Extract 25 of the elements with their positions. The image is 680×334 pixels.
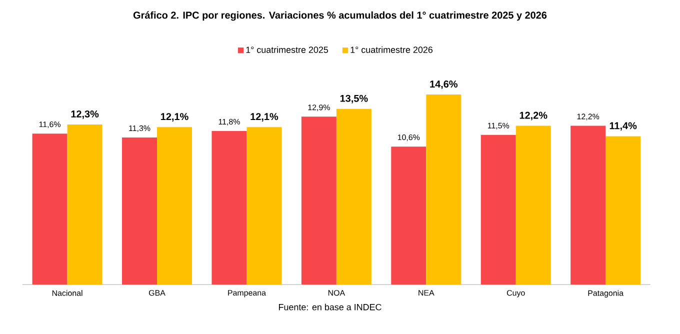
data-label: 12,1% bbox=[250, 113, 278, 122]
bar bbox=[606, 136, 641, 285]
data-label: 12,2% bbox=[520, 112, 548, 120]
bar bbox=[391, 146, 426, 285]
bar bbox=[426, 94, 462, 285]
bar bbox=[301, 116, 336, 285]
chart-title: Gráfico 2. IPC por regiones. Variaciones % acumulados del 1° cuatrimestre 2025 y 2026 bbox=[133, 11, 547, 21]
source-note: Fuente: en base a INDEC bbox=[278, 304, 382, 310]
bar bbox=[480, 134, 516, 285]
data-label: 12,3% bbox=[71, 110, 99, 119]
bar bbox=[570, 126, 606, 285]
data-label: 13,5% bbox=[340, 94, 368, 104]
data-label: 11,4% bbox=[610, 122, 637, 131]
bar bbox=[122, 137, 158, 285]
bar bbox=[246, 127, 282, 285]
data-label: 14,6% bbox=[430, 80, 458, 90]
bar bbox=[336, 108, 372, 285]
legend-label: 1° cuatrimestre 2026 bbox=[350, 46, 433, 53]
bar bbox=[516, 126, 551, 285]
bar bbox=[32, 134, 68, 285]
bar bbox=[67, 124, 102, 285]
legend-label: 1° cuatrimestre 2025 bbox=[246, 46, 328, 53]
data-label: 12,1% bbox=[161, 113, 188, 122]
bar bbox=[212, 130, 247, 285]
bar bbox=[157, 127, 192, 285]
